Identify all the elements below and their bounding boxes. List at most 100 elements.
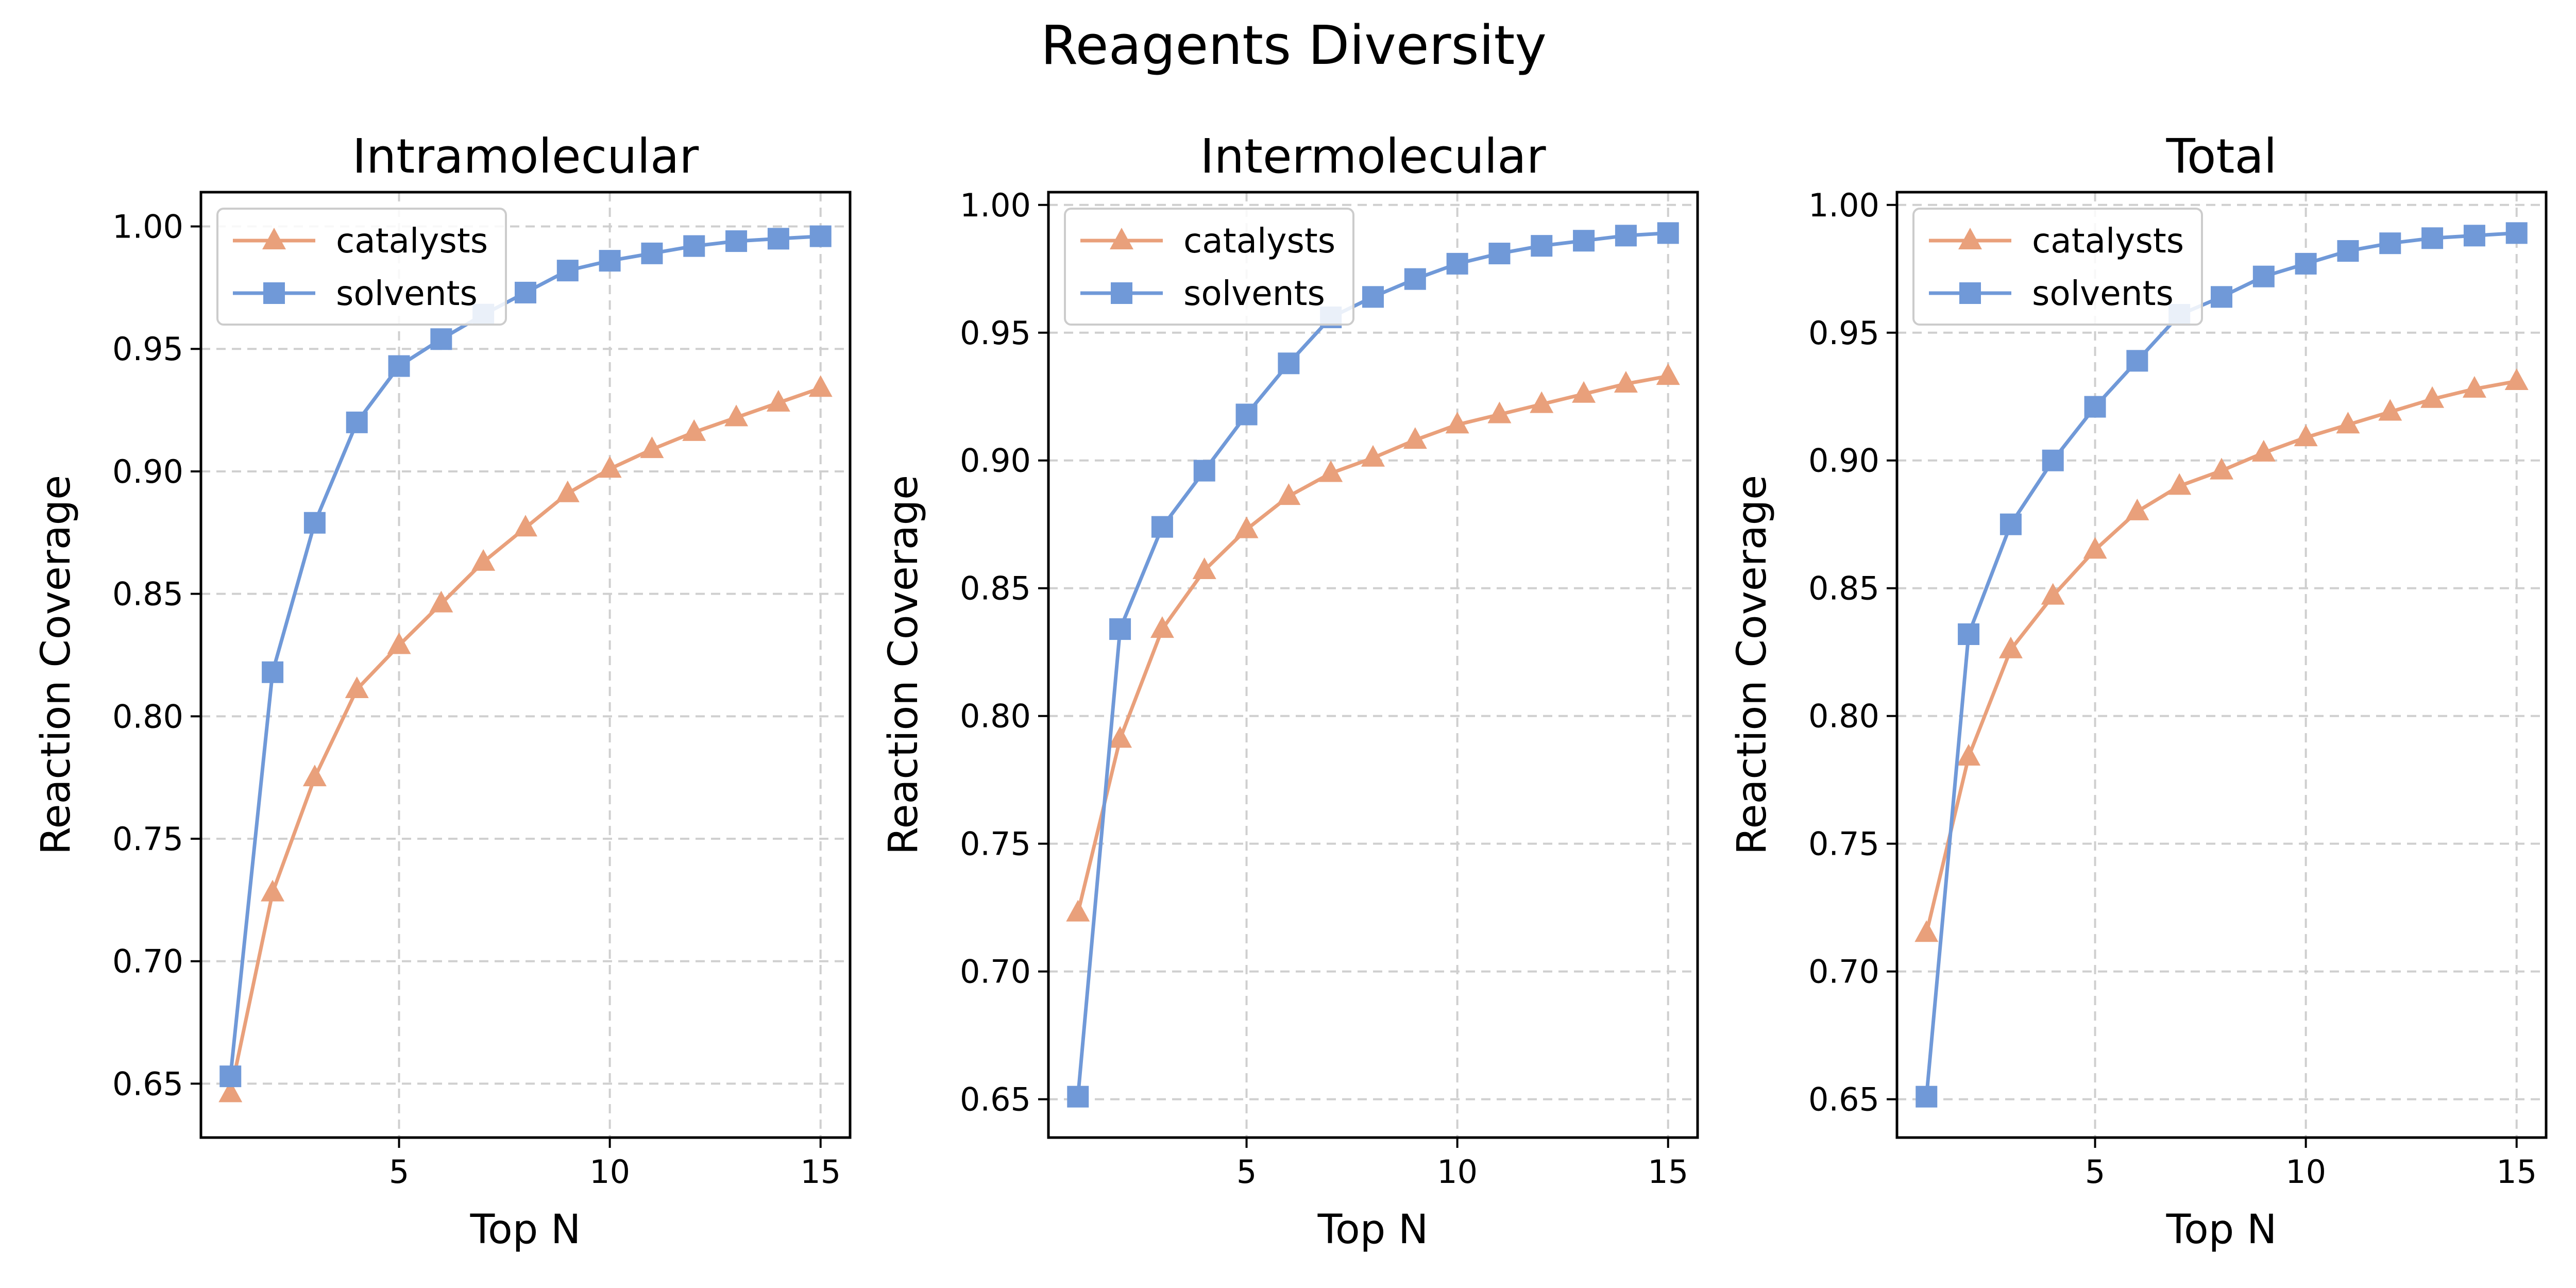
data-point-solvents xyxy=(1278,352,1300,375)
panel-title: Intramolecular xyxy=(352,129,699,184)
data-point-catalysts xyxy=(2420,386,2445,408)
legend-marker-catalysts xyxy=(262,228,286,249)
data-point-catalysts xyxy=(1319,460,1343,482)
y-axis-label: Reaction Coverage xyxy=(33,475,79,855)
data-point-catalysts xyxy=(261,879,285,902)
data-point-catalysts xyxy=(1108,726,1132,748)
data-point-solvents xyxy=(599,250,621,272)
data-point-solvents xyxy=(683,235,705,257)
panel-title: Intermolecular xyxy=(1200,129,1546,184)
data-point-solvents xyxy=(2084,396,2106,418)
axes-frame xyxy=(199,191,852,1139)
data-point-catalysts xyxy=(1192,557,1216,579)
data-point-catalysts xyxy=(514,515,537,537)
y-tick-label: 0.80 xyxy=(112,698,183,735)
data-point-catalysts xyxy=(2462,376,2486,398)
y-tick-label: 0.90 xyxy=(112,453,183,490)
data-point-solvents xyxy=(346,411,368,433)
data-point-solvents xyxy=(1235,403,1258,426)
data-point-catalysts xyxy=(1656,363,1680,385)
x-axis-label: Top N xyxy=(470,1207,581,1253)
data-point-catalysts xyxy=(1998,636,2023,658)
x-tick-label: 5 xyxy=(1236,1153,1257,1191)
data-point-catalysts xyxy=(1957,744,1981,766)
data-point-solvents xyxy=(1615,225,1637,247)
data-point-catalysts xyxy=(640,436,664,459)
chart-panel-2: 5 10 15 0.65 0.70 0.75 0.80 0.85 0.90 0.95 1.00 Int… xyxy=(880,129,1699,1253)
axes-frame xyxy=(1047,191,1699,1139)
legend-label-catalysts: catalysts xyxy=(2032,221,2184,261)
data-point-catalysts xyxy=(387,632,411,654)
y-tick-label: 0.85 xyxy=(960,570,1031,607)
chart-panel-3: 5 10 15 0.65 0.70 0.75 0.80 0.85 0.90 0.95 1.00 Tot… xyxy=(1729,129,2548,1253)
legend-label-solvents: solvents xyxy=(1183,274,1325,313)
x-tick-label: 5 xyxy=(389,1153,409,1191)
x-axis-label: Top N xyxy=(2166,1207,2277,1253)
data-point-solvents xyxy=(2337,240,2359,262)
y-axis-label: Reaction Coverage xyxy=(1729,475,1775,855)
data-point-catalysts xyxy=(2336,412,2360,434)
x-tick-label: 10 xyxy=(2285,1153,2326,1191)
y-tick-label: 0.90 xyxy=(1808,442,1879,480)
legend-label-catalysts: catalysts xyxy=(336,221,488,261)
data-point-solvents xyxy=(1488,243,1511,265)
data-point-solvents xyxy=(2252,265,2275,287)
data-point-catalysts xyxy=(302,765,327,787)
data-point-solvents xyxy=(1446,252,1468,275)
data-point-catalysts xyxy=(1234,516,1259,538)
y-tick-label: 0.80 xyxy=(960,698,1031,735)
data-point-catalysts xyxy=(1403,427,1427,449)
y-tick-label: 0.70 xyxy=(1808,953,1879,991)
y-tick-label: 0.65 xyxy=(1808,1081,1879,1118)
y-tick-label: 0.65 xyxy=(960,1081,1031,1118)
data-point-catalysts xyxy=(345,676,369,699)
y-axis-label: Reaction Coverage xyxy=(880,475,927,855)
data-point-solvents xyxy=(2042,449,2064,471)
data-point-catalysts xyxy=(808,375,833,397)
data-point-catalysts xyxy=(2251,439,2276,462)
legend-box xyxy=(1064,208,1354,326)
data-point-solvents xyxy=(1916,1086,1938,1108)
legend-marker-catalysts xyxy=(1110,228,1133,249)
data-point-catalysts xyxy=(2041,583,2065,605)
data-point-solvents xyxy=(262,661,284,683)
y-tick-label: 0.65 xyxy=(112,1065,183,1103)
legend: catalysts solvents xyxy=(1912,208,2203,326)
data-point-solvents xyxy=(2463,225,2485,247)
x-tick-label: 15 xyxy=(2496,1153,2537,1191)
y-tick-label: 0.95 xyxy=(960,314,1031,352)
data-point-catalysts xyxy=(1614,370,1638,393)
data-point-solvents xyxy=(388,355,410,377)
x-tick-label: 5 xyxy=(2085,1153,2105,1191)
legend-marker-catalysts xyxy=(1958,228,1982,249)
data-point-solvents xyxy=(1151,516,1173,538)
data-point-solvents xyxy=(1958,623,1980,645)
data-point-solvents xyxy=(2295,252,2317,275)
legend-box xyxy=(1912,208,2203,326)
y-tick-label: 0.85 xyxy=(1808,570,1879,607)
data-point-solvents xyxy=(556,260,579,282)
data-point-catalysts xyxy=(1445,412,1469,434)
y-tick-label: 0.80 xyxy=(1808,698,1879,735)
y-tick-label: 1.00 xyxy=(112,208,183,246)
data-point-solvents xyxy=(2211,286,2232,308)
y-tick-label: 0.95 xyxy=(1808,314,1879,352)
legend-marker-solvents xyxy=(1111,282,1132,304)
y-tick-label: 0.85 xyxy=(112,575,183,613)
data-point-solvents xyxy=(515,281,536,303)
data-point-solvents xyxy=(1657,222,1679,244)
data-point-solvents xyxy=(809,225,832,247)
data-point-solvents xyxy=(725,230,748,252)
data-point-catalysts xyxy=(2294,425,2318,447)
figure-title: Reagents Diversity xyxy=(1041,14,1547,77)
data-point-catalysts xyxy=(1914,920,1939,942)
x-tick-label: 15 xyxy=(1648,1153,1688,1191)
y-tick-label: 1.00 xyxy=(960,187,1031,224)
x-tick-label: 10 xyxy=(589,1153,630,1191)
y-tick-label: 0.75 xyxy=(112,820,183,858)
data-point-solvents xyxy=(1362,286,1384,308)
data-point-catalysts xyxy=(1530,391,1554,413)
y-tick-label: 0.75 xyxy=(1808,825,1879,863)
data-point-solvents xyxy=(767,228,789,250)
